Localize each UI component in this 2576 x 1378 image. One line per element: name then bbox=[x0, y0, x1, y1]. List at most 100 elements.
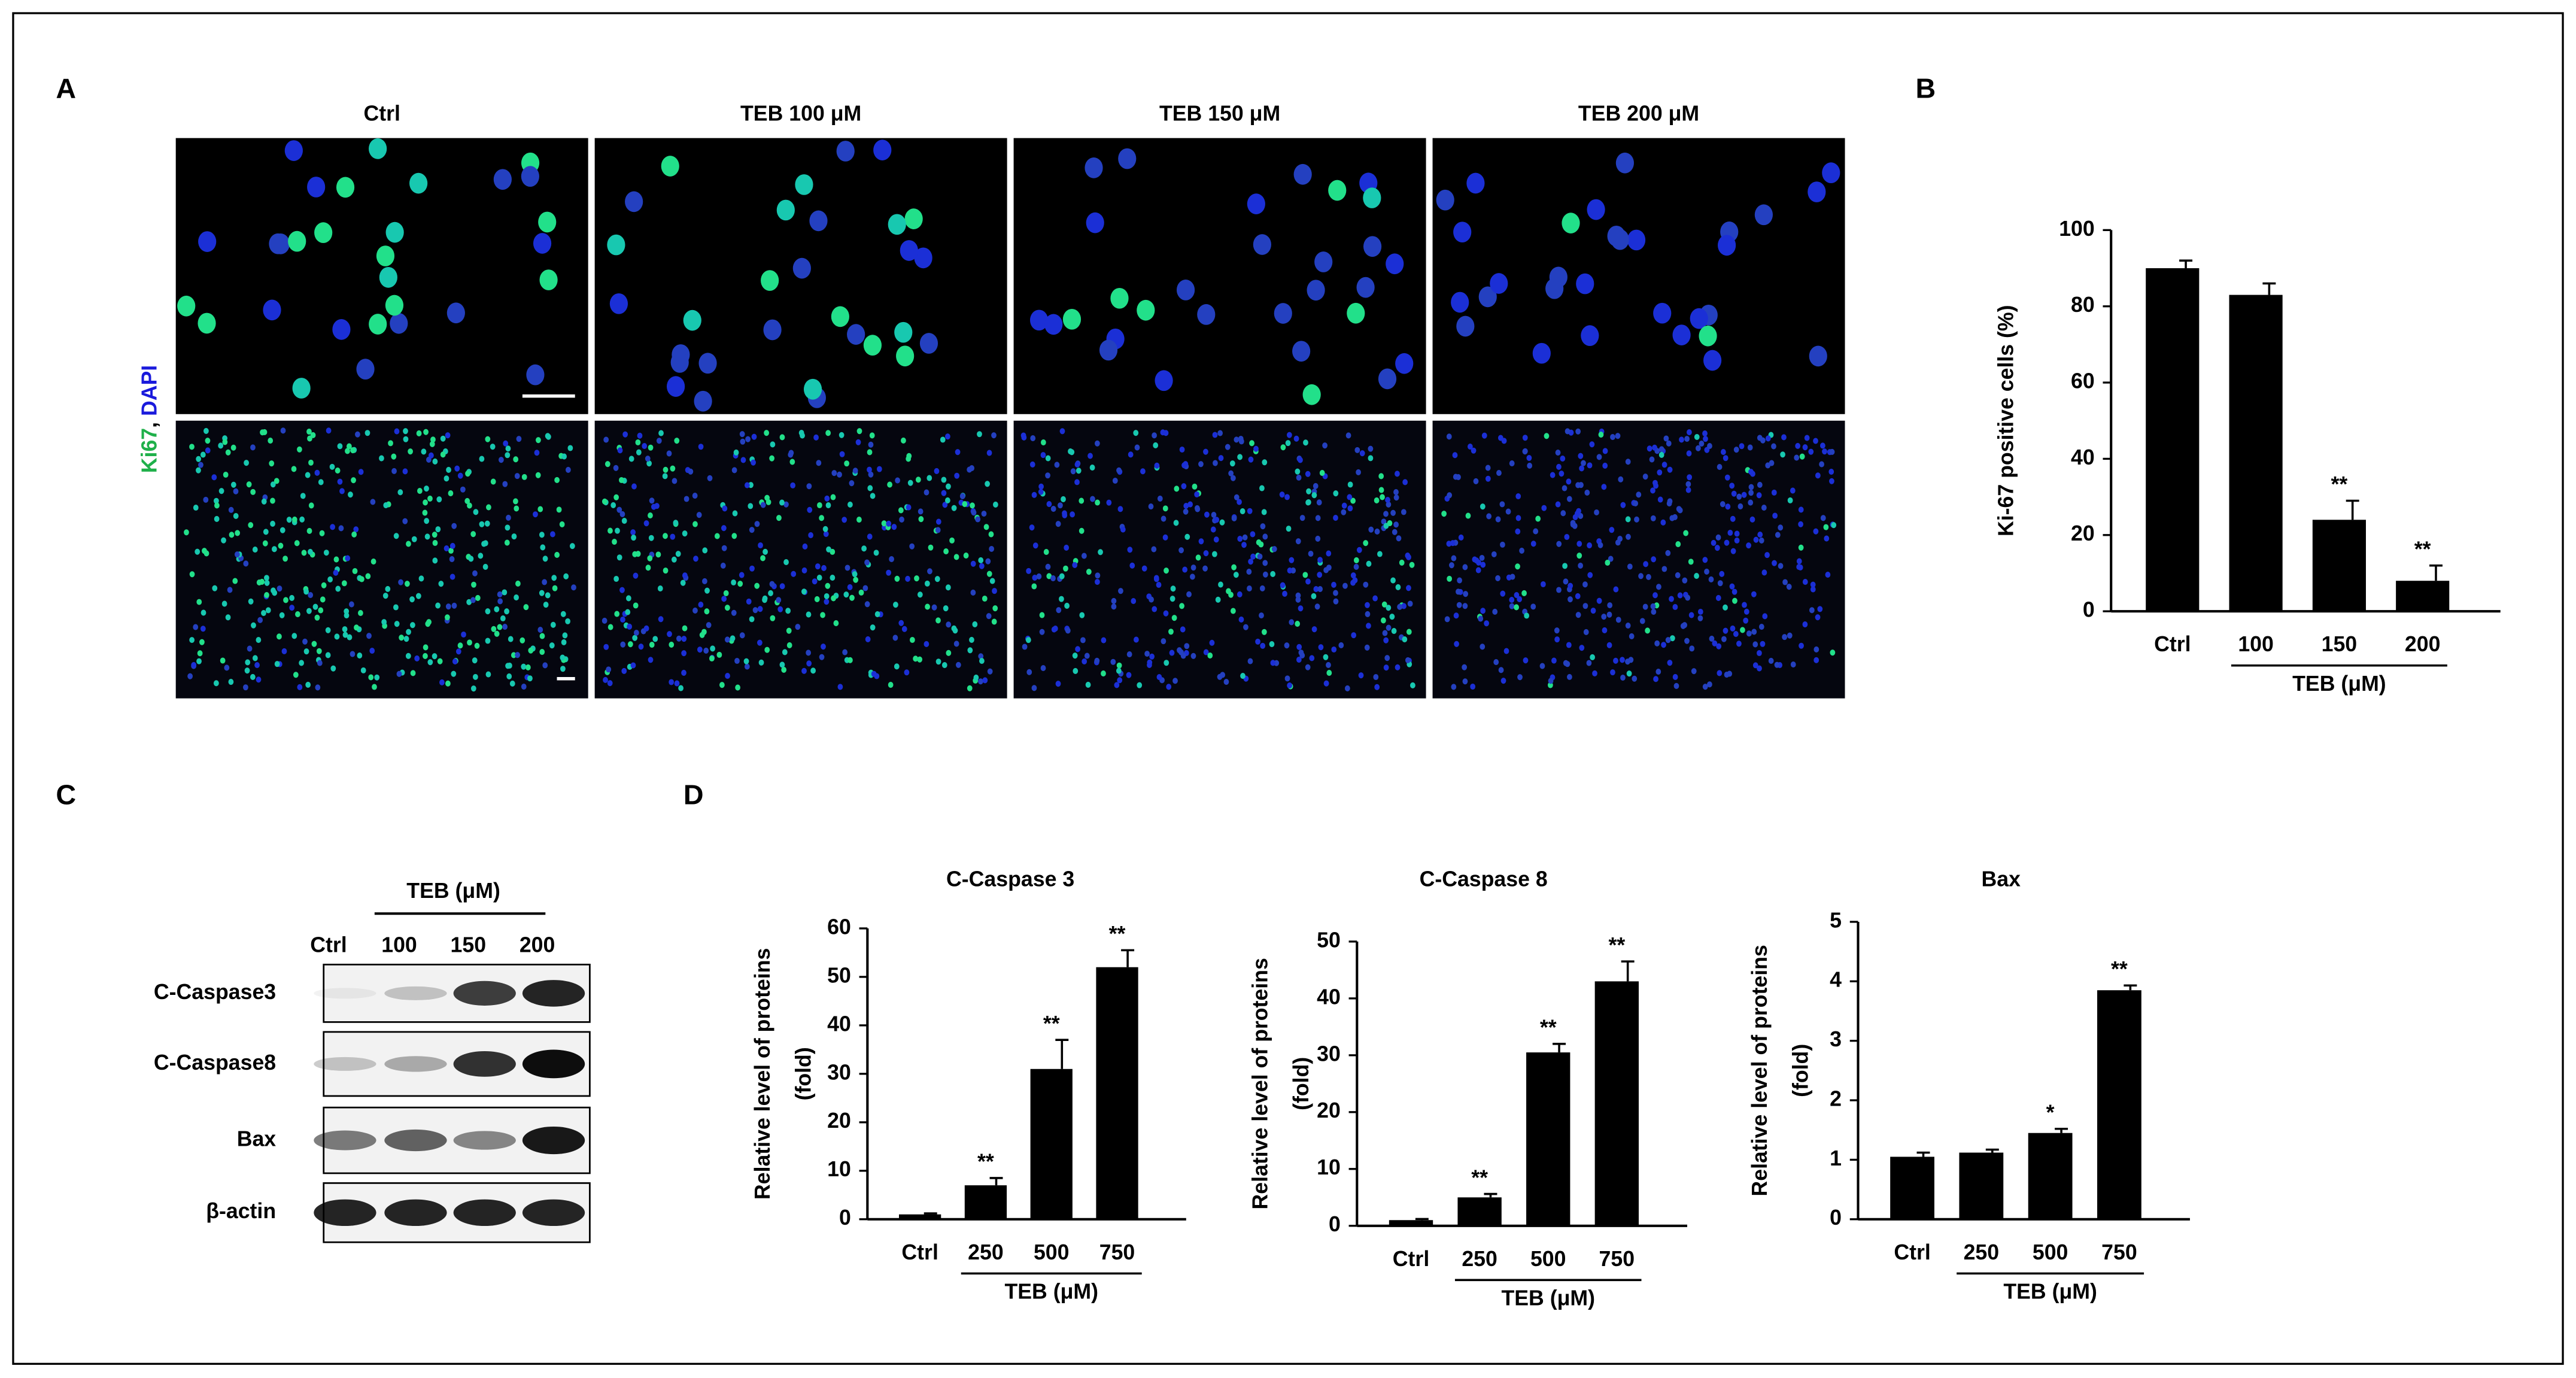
cell bbox=[619, 511, 625, 517]
cell bbox=[847, 324, 865, 345]
cell bbox=[955, 449, 961, 456]
cell bbox=[1661, 566, 1667, 572]
cell bbox=[383, 502, 389, 509]
cell bbox=[769, 581, 775, 587]
cell bbox=[1226, 588, 1231, 594]
cell bbox=[1209, 639, 1215, 646]
cell bbox=[1284, 642, 1290, 649]
cell bbox=[1392, 529, 1398, 535]
cell bbox=[991, 618, 997, 625]
cell bbox=[1441, 511, 1447, 517]
cell bbox=[992, 588, 997, 594]
cell bbox=[1270, 660, 1276, 666]
cell bbox=[502, 623, 508, 630]
cell bbox=[1046, 501, 1052, 508]
cell bbox=[516, 436, 522, 442]
cell bbox=[740, 438, 746, 445]
cell bbox=[1620, 657, 1625, 663]
cell bbox=[256, 676, 262, 683]
cell bbox=[385, 221, 404, 243]
cell bbox=[1654, 640, 1660, 646]
cell bbox=[1242, 534, 1248, 541]
cell bbox=[824, 495, 830, 502]
cell bbox=[888, 682, 894, 688]
cell bbox=[1307, 280, 1325, 301]
cell bbox=[749, 616, 755, 623]
cell bbox=[1043, 549, 1049, 556]
cell bbox=[505, 524, 511, 531]
cell bbox=[1625, 622, 1631, 629]
cell bbox=[1389, 614, 1395, 620]
y-axis-label: Relative level of proteins bbox=[1248, 958, 1272, 1209]
cell bbox=[812, 578, 818, 585]
cell bbox=[449, 573, 455, 580]
cell bbox=[764, 646, 770, 653]
cell bbox=[1786, 584, 1792, 590]
cell bbox=[1615, 152, 1635, 174]
x-tick-label: Ctrl bbox=[901, 1240, 938, 1264]
cell bbox=[1466, 172, 1485, 194]
cell bbox=[1757, 649, 1762, 657]
cell bbox=[986, 613, 992, 620]
cell bbox=[1314, 251, 1333, 272]
cell bbox=[435, 526, 441, 533]
cell bbox=[474, 642, 480, 649]
cell bbox=[1169, 649, 1175, 656]
cell bbox=[754, 582, 760, 589]
cell bbox=[354, 624, 359, 631]
bar bbox=[1594, 981, 1639, 1226]
cell bbox=[1796, 558, 1802, 564]
cell bbox=[1133, 430, 1139, 436]
cell bbox=[1228, 470, 1234, 476]
cell bbox=[1231, 515, 1237, 521]
cell bbox=[909, 543, 915, 550]
cell bbox=[1447, 575, 1453, 582]
cell bbox=[1284, 494, 1290, 500]
cell bbox=[1638, 573, 1644, 579]
cell bbox=[977, 431, 982, 438]
cell bbox=[314, 469, 320, 476]
cell bbox=[739, 431, 745, 438]
cell bbox=[1030, 435, 1036, 442]
cell bbox=[1118, 148, 1137, 169]
cell bbox=[676, 635, 682, 642]
cell bbox=[836, 141, 855, 162]
cell bbox=[1514, 592, 1520, 599]
cell bbox=[1699, 325, 1717, 347]
cell bbox=[1515, 528, 1521, 535]
cell bbox=[1112, 477, 1118, 484]
cell bbox=[1180, 652, 1186, 659]
x-tick-label: 750 bbox=[1099, 1240, 1135, 1264]
cell bbox=[1758, 537, 1764, 544]
cell bbox=[1197, 304, 1216, 325]
lane-label: 100 bbox=[381, 933, 417, 957]
cell bbox=[703, 647, 709, 654]
cell bbox=[1234, 436, 1240, 443]
cell bbox=[1493, 659, 1499, 666]
cell bbox=[1253, 445, 1259, 452]
cell bbox=[1820, 515, 1826, 521]
cell bbox=[1405, 657, 1411, 663]
cell bbox=[1760, 641, 1766, 647]
cell bbox=[321, 582, 327, 588]
cell bbox=[1765, 435, 1771, 442]
cell bbox=[1182, 566, 1188, 573]
cell bbox=[497, 598, 503, 605]
cell bbox=[1447, 492, 1453, 499]
cell bbox=[632, 551, 638, 557]
y-tick-label: 30 bbox=[827, 1060, 851, 1084]
cell bbox=[1694, 572, 1699, 579]
cell bbox=[743, 658, 749, 664]
cell bbox=[540, 544, 546, 551]
cell bbox=[1627, 229, 1646, 251]
y-tick-label: 20 bbox=[1317, 1098, 1341, 1122]
cell bbox=[1176, 280, 1195, 301]
blot-band bbox=[453, 981, 516, 1006]
cell bbox=[1751, 629, 1757, 635]
cell bbox=[1572, 514, 1578, 521]
cell bbox=[191, 661, 197, 668]
cell bbox=[397, 489, 403, 496]
cell bbox=[502, 481, 508, 487]
cell bbox=[630, 662, 636, 669]
blot-band bbox=[384, 1056, 447, 1072]
